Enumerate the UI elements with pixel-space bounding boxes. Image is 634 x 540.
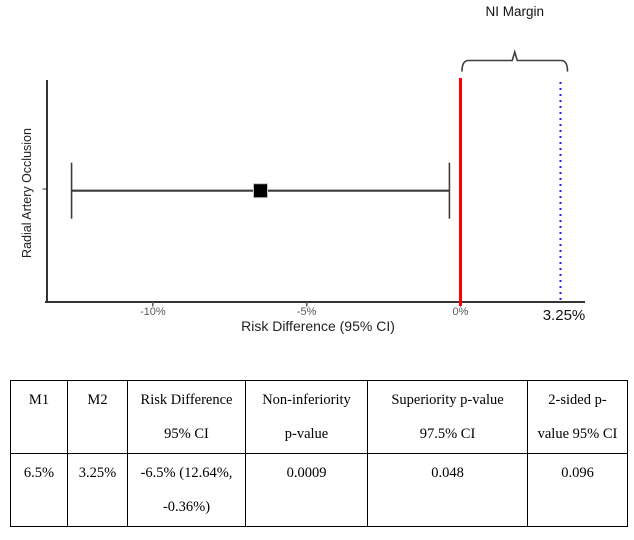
x-tick-label--5%: -5% (297, 306, 317, 318)
table-header-row: M1 M2 Risk Difference 95% CI Non-inferio… (10, 380, 628, 454)
col-header-risk-difference: Risk Difference 95% CI (127, 380, 246, 454)
col-header-2sided-pvalue: 2-sided p- value 95% CI (527, 380, 628, 454)
cell-m1: 6.5% (10, 453, 68, 527)
cell-superiority-pvalue: 0.048 (367, 453, 528, 527)
ni-margin-label: NI Margin (485, 4, 544, 19)
ni-margin-brace (461, 49, 569, 72)
col-header-m1: M1 (10, 380, 68, 454)
point-estimate-marker (252, 183, 268, 199)
col-header-m2: M2 (67, 380, 128, 454)
cell-risk-difference: -6.5% (12.64%, -0.36%) (127, 453, 246, 527)
col-header-noninferiority-pvalue: Non-inferiority p-value (245, 380, 368, 454)
col-header-superiority-pvalue: Superiority p-value 97.5% CI (367, 380, 528, 454)
forest-plot: -10% -5% 0% NI Margin 3.25% Risk Difference (… (20, 4, 586, 334)
cell-2sided-pvalue: 0.096 (527, 453, 628, 527)
results-table: M1 M2 Risk Difference 95% CI Non-inferio… (10, 380, 628, 527)
ni-margin-value-label: 3.25% (543, 307, 586, 324)
cell-m2: 3.25% (67, 453, 128, 527)
x-tick-label--10%: -10% (140, 306, 166, 318)
x-axis-title: Risk Difference (95% CI) (241, 318, 395, 334)
x-tick-label-0%: 0% (453, 306, 469, 318)
cell-noninferiority-pvalue: 0.0009 (245, 453, 368, 527)
y-axis-title: Radial Artery Occlusion (20, 128, 34, 258)
forest-plot-svg: -10% -5% 0% NI Margin 3.25% Risk Difference (… (20, 4, 586, 334)
table-row: 6.5% 3.25% -6.5% (12.64%, -0.36%) 0.0009… (10, 453, 628, 527)
